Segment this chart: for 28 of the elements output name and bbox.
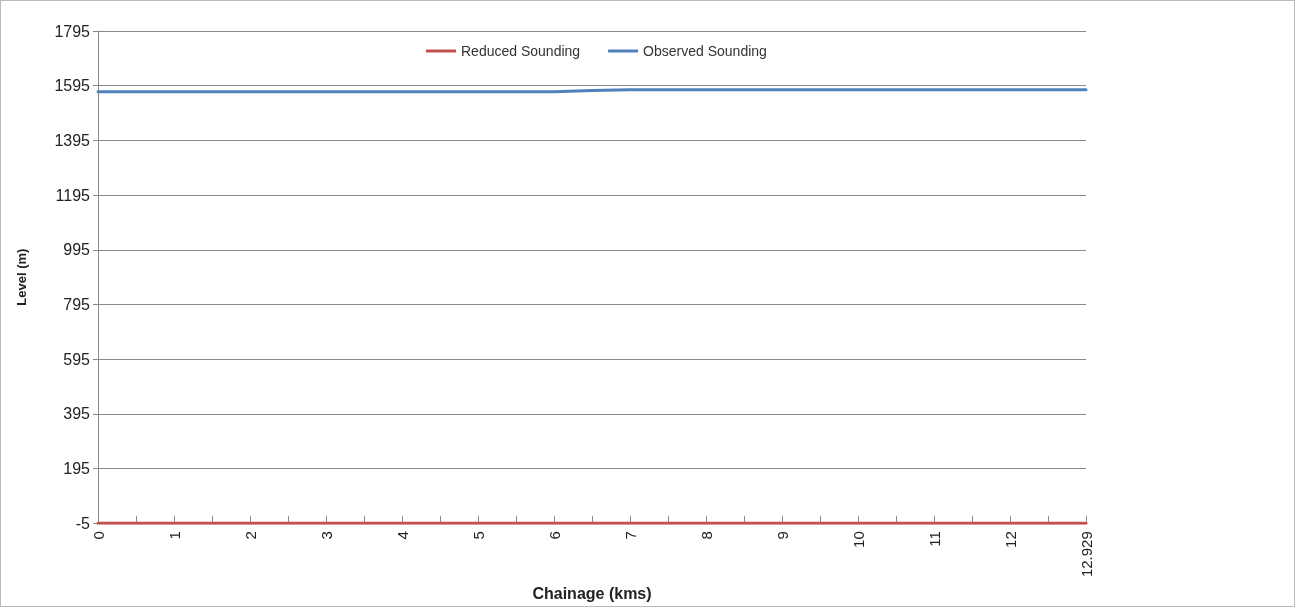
y-tick-label: 1795 xyxy=(54,22,91,40)
y-tick-label: -5 xyxy=(75,514,91,532)
x-tick-label: 12 xyxy=(1001,531,1019,548)
x-tick-label: 12.929 xyxy=(1077,531,1095,578)
y-tick-label: 795 xyxy=(63,295,91,313)
x-tick-label: 6 xyxy=(545,531,563,540)
x-tick-label: 2 xyxy=(241,531,259,540)
y-axis-title: Level (m) xyxy=(14,248,29,306)
x-axis-title: Chainage (kms) xyxy=(532,584,652,602)
y-tick-label: 1395 xyxy=(54,131,91,149)
x-tick-label: 7 xyxy=(621,531,639,540)
y-tick-label: 195 xyxy=(63,460,91,478)
x-tick-label: 4 xyxy=(393,531,411,540)
x-tick-label: 10 xyxy=(849,531,867,548)
x-tick-label: 0 xyxy=(89,531,107,540)
x-tick-label: 11 xyxy=(925,531,943,547)
x-tick-label: 3 xyxy=(317,531,335,540)
y-tick-label: 595 xyxy=(63,350,91,368)
x-tick-label: 5 xyxy=(469,531,487,540)
y-tick-label: 395 xyxy=(63,405,91,423)
y-tick-label: 1195 xyxy=(55,186,91,204)
y-tick-label: 995 xyxy=(63,241,91,259)
x-tick-label: 1 xyxy=(165,531,183,540)
y-tick-label: 1595 xyxy=(54,77,91,95)
x-tick-label: 8 xyxy=(697,531,715,540)
x-tick-label: 9 xyxy=(773,531,791,540)
legend-label: Observed Sounding xyxy=(643,43,767,59)
legend-label: Reduced Sounding xyxy=(461,43,581,59)
